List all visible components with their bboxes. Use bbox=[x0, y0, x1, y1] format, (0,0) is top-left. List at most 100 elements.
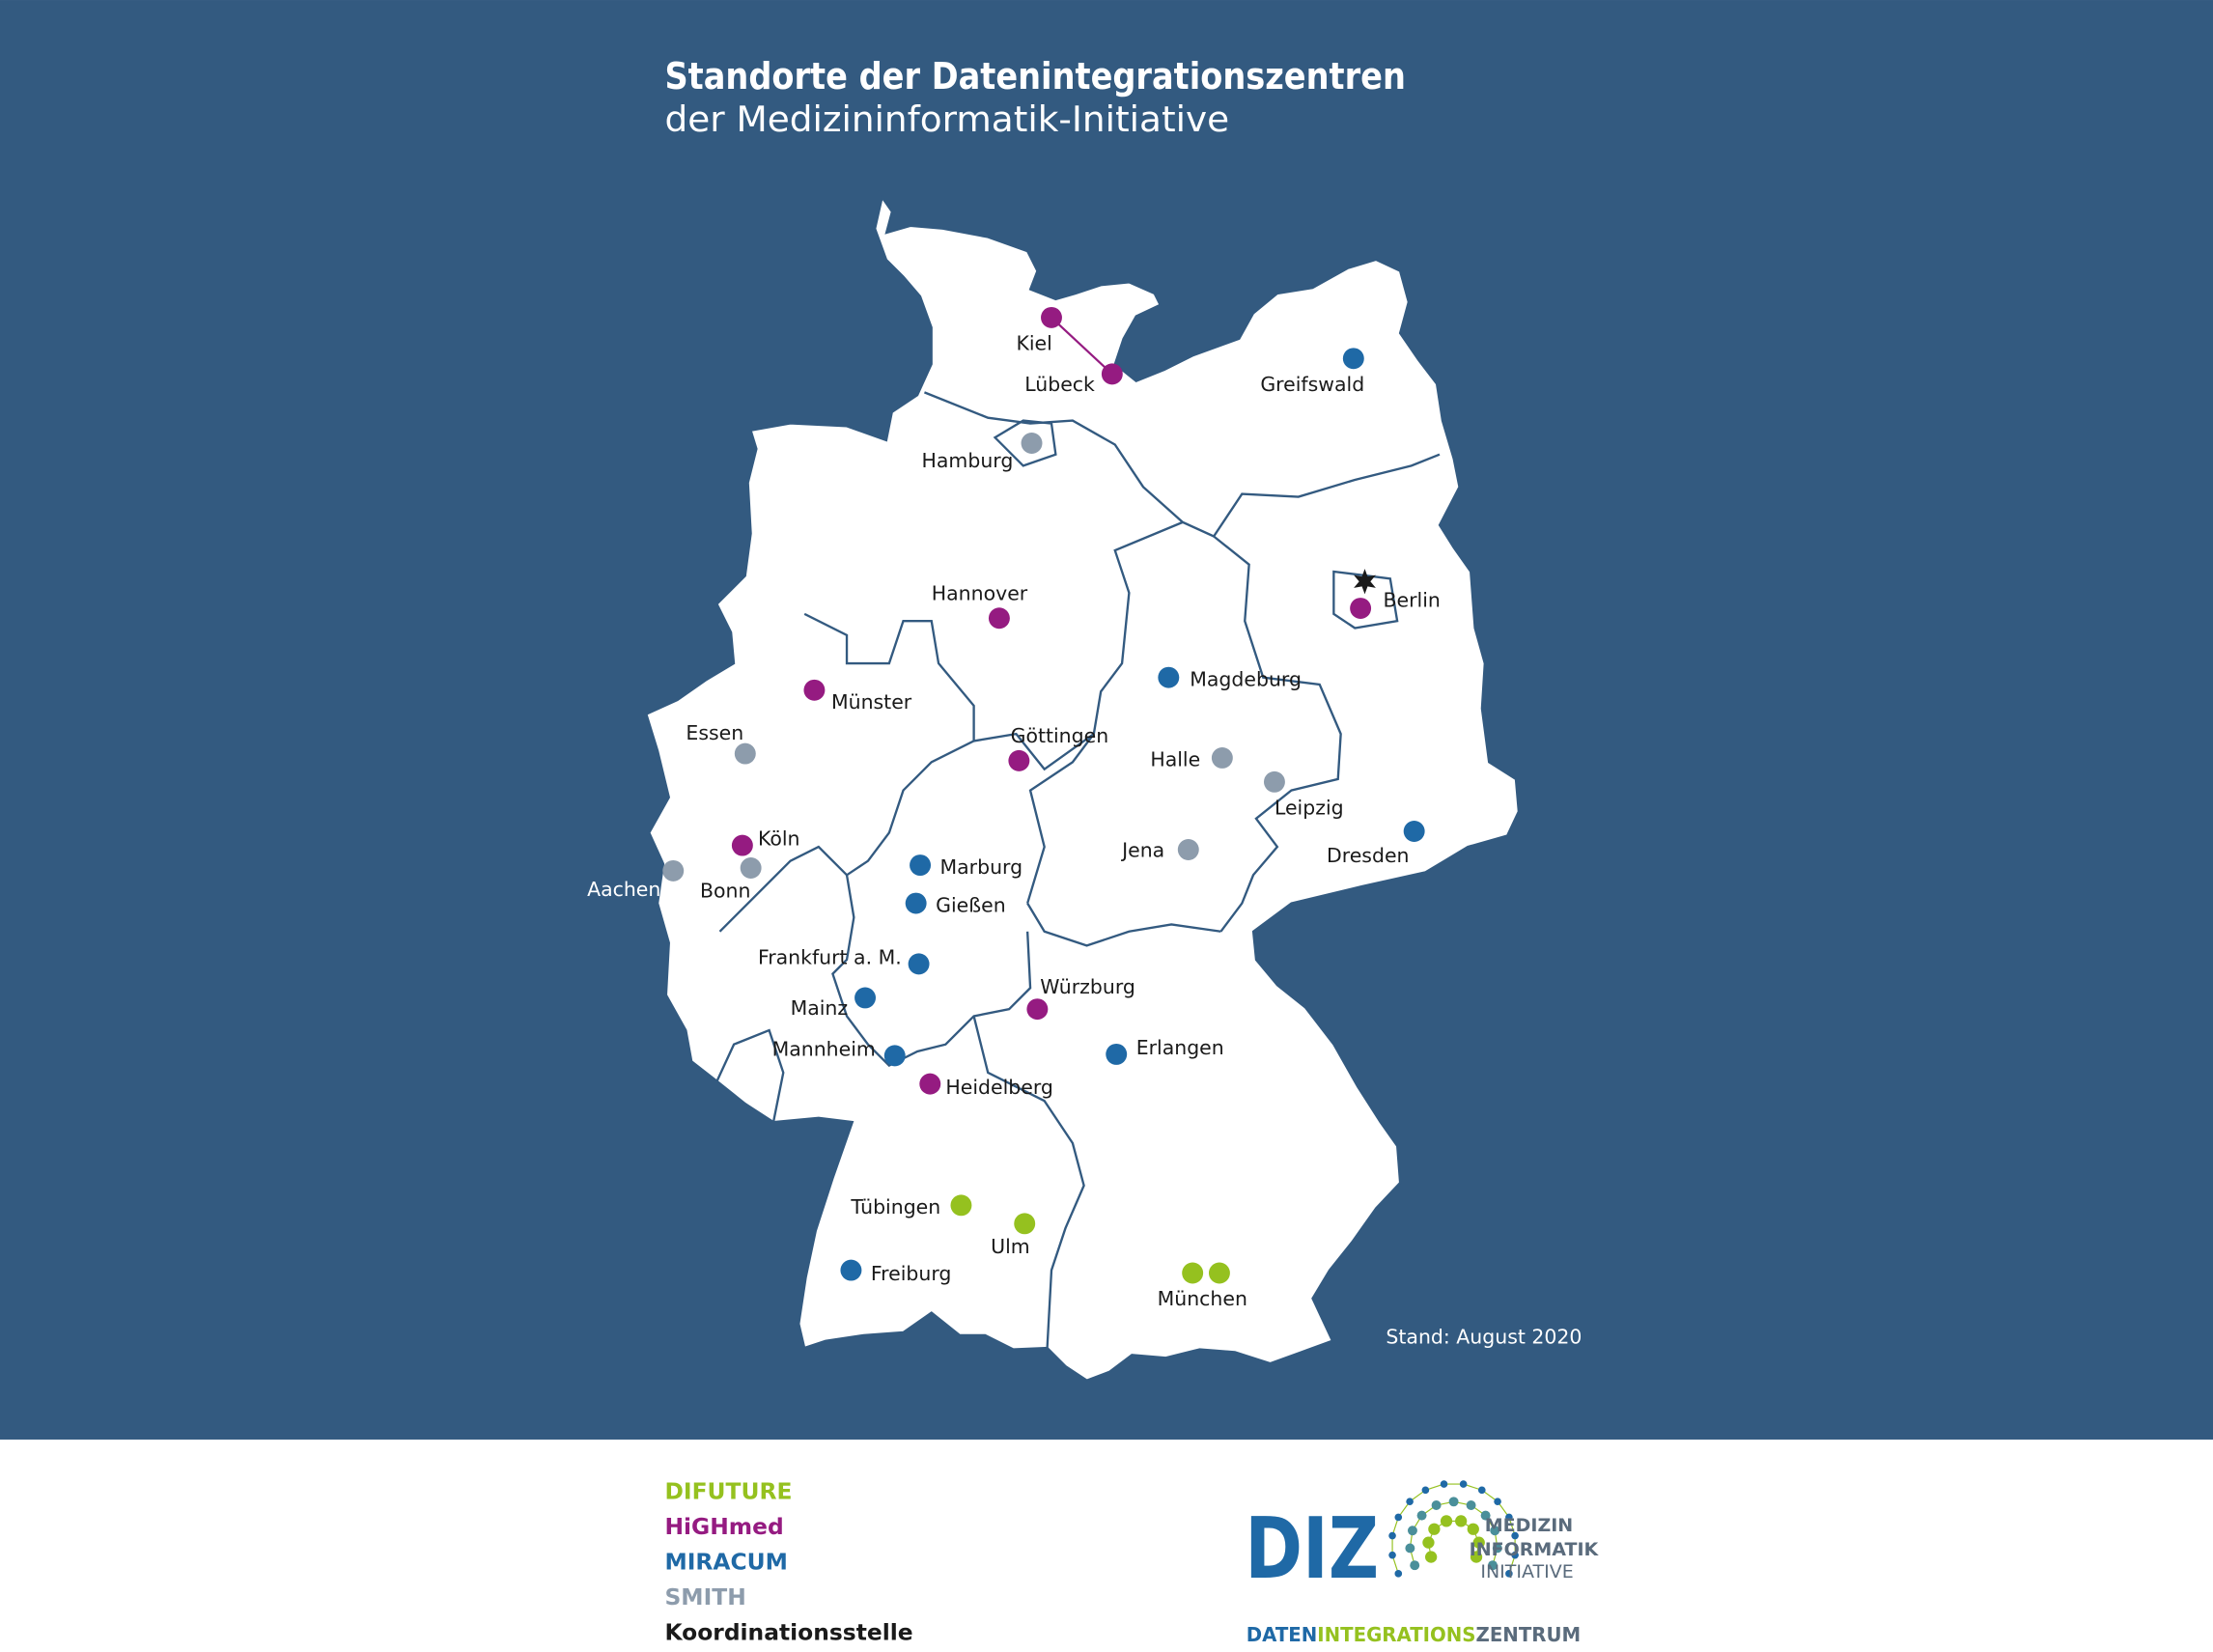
city-label: Heidelberg bbox=[945, 1076, 1053, 1099]
city-jena: Jena bbox=[1120, 838, 1199, 861]
network-node bbox=[1505, 1570, 1513, 1578]
network-node bbox=[1388, 1531, 1396, 1540]
city-essen: Essen bbox=[686, 721, 756, 765]
network-node bbox=[1431, 1500, 1442, 1511]
network-node bbox=[1405, 1543, 1415, 1554]
city-label: Hannover bbox=[932, 581, 1028, 604]
city-dot-smith bbox=[1263, 770, 1285, 793]
city-giessen: Gießen bbox=[905, 892, 1006, 916]
city-label: Hamburg bbox=[922, 449, 1014, 472]
network-node bbox=[1470, 1551, 1483, 1563]
city-label: Dresden bbox=[1327, 844, 1409, 867]
city-erlangen: Erlangen bbox=[1106, 1036, 1224, 1065]
state-borders bbox=[715, 391, 1441, 1349]
city-halle: Halle bbox=[1150, 747, 1233, 771]
city-dot-difuture bbox=[950, 1194, 972, 1217]
city-greifswald: Greifswald bbox=[1260, 348, 1364, 396]
network-node bbox=[1440, 1480, 1448, 1488]
network-node bbox=[1490, 1526, 1500, 1536]
network-node bbox=[1425, 1551, 1438, 1563]
city-dot-smith bbox=[662, 859, 685, 882]
city-label: München bbox=[1158, 1287, 1247, 1310]
city-dot-highmed bbox=[1350, 598, 1372, 619]
city-kiel: Kiel bbox=[1016, 306, 1062, 355]
footer-background bbox=[0, 1439, 2213, 1652]
city-label: Würzburg bbox=[1040, 975, 1135, 998]
city-marburg: Marburg bbox=[910, 854, 1022, 879]
network-node bbox=[1466, 1500, 1476, 1511]
network-node bbox=[1406, 1498, 1414, 1505]
logo-line-initiative: INITIATIVE bbox=[1480, 1561, 1573, 1582]
city-dot-smith bbox=[1211, 747, 1233, 769]
network-node bbox=[1511, 1551, 1519, 1559]
logo-mark: DIZ bbox=[1245, 1499, 1379, 1598]
city-dot-miracum bbox=[905, 892, 927, 914]
city-dot-miracum bbox=[1342, 348, 1364, 370]
network-node bbox=[1394, 1570, 1403, 1578]
city-dot-miracum bbox=[910, 854, 932, 877]
city-markers: Kiel Lübeck Hamburg Greifswald Berlin Hannove… bbox=[587, 306, 1441, 1310]
network-node bbox=[1421, 1486, 1430, 1495]
legend-item-difuture: DIFUTURE bbox=[664, 1477, 792, 1504]
city-dot-miracum bbox=[1158, 666, 1180, 688]
network-node bbox=[1448, 1497, 1459, 1507]
city-mannheim: Mannheim bbox=[772, 1037, 906, 1067]
city-dot-highmed bbox=[1008, 749, 1030, 771]
legend-item-smith: SMITH bbox=[664, 1583, 745, 1610]
city-label: Lübeck bbox=[1024, 373, 1095, 396]
city-mainz: Mainz bbox=[791, 987, 877, 1020]
city-dot-miracum bbox=[1106, 1043, 1128, 1065]
city-muenster: Münster bbox=[803, 679, 912, 714]
city-dot-difuture bbox=[1182, 1262, 1204, 1284]
city-dot-highmed bbox=[731, 834, 753, 856]
city-dot-smith bbox=[740, 857, 762, 879]
city-label: Münster bbox=[831, 690, 912, 714]
city-dot-highmed bbox=[1026, 998, 1049, 1021]
city-hannover: Hannover bbox=[932, 581, 1028, 630]
city-magdeburg: Magdeburg bbox=[1158, 666, 1302, 690]
city-dresden: Dresden bbox=[1327, 821, 1425, 867]
city-label: Kiel bbox=[1016, 332, 1051, 355]
city-label: Bonn bbox=[700, 880, 750, 903]
legend-item-highmed: HiGHmed bbox=[664, 1513, 783, 1540]
network-node bbox=[1477, 1486, 1486, 1495]
network-node bbox=[1440, 1515, 1453, 1527]
city-label: Mainz bbox=[791, 996, 849, 1020]
network-node bbox=[1492, 1543, 1502, 1554]
city-goettingen: Göttingen bbox=[1008, 724, 1108, 771]
network-node bbox=[1459, 1480, 1468, 1488]
network-node bbox=[1480, 1510, 1491, 1521]
city-label: Erlangen bbox=[1136, 1036, 1224, 1059]
germany-map: Kiel Lübeck Hamburg Greifswald Berlin Hannove… bbox=[587, 195, 1520, 1382]
network-node bbox=[1416, 1510, 1427, 1521]
city-label: Tübingen bbox=[850, 1195, 940, 1218]
network-node bbox=[1394, 1513, 1403, 1522]
logo-line-informatik: INFORMATIK bbox=[1470, 1539, 1600, 1560]
city-label: Ulm bbox=[991, 1235, 1030, 1258]
city-dot-highmed bbox=[919, 1073, 941, 1095]
city-dot-difuture bbox=[1014, 1213, 1036, 1235]
logo-line-medizin: MEDIZIN bbox=[1485, 1515, 1573, 1536]
city-dot-miracum bbox=[908, 953, 930, 975]
network-node bbox=[1428, 1523, 1441, 1535]
city-dot-miracum bbox=[840, 1259, 862, 1281]
city-dot-highmed bbox=[1041, 306, 1062, 328]
city-leipzig: Leipzig bbox=[1263, 770, 1344, 819]
city-bonn: Bonn bbox=[700, 857, 762, 903]
city-dot-smith bbox=[734, 742, 756, 765]
network-node bbox=[1467, 1523, 1479, 1535]
network-node bbox=[1422, 1536, 1435, 1549]
city-label: Jena bbox=[1120, 838, 1164, 861]
city-label: Frankfurt a. M. bbox=[758, 945, 902, 968]
city-ulm: Ulm bbox=[991, 1213, 1036, 1258]
network-node bbox=[1505, 1513, 1513, 1522]
city-dot-smith bbox=[1177, 839, 1199, 860]
city-berlin: Berlin bbox=[1350, 589, 1441, 619]
city-label: Leipzig bbox=[1275, 796, 1344, 819]
city-label: Freiburg bbox=[871, 1262, 951, 1285]
city-dot-highmed bbox=[988, 607, 1010, 630]
city-dot-miracum bbox=[883, 1045, 906, 1067]
city-label: Aachen bbox=[587, 878, 660, 901]
city-muenchen: München bbox=[1158, 1262, 1247, 1310]
city-dot-smith bbox=[1021, 433, 1043, 454]
